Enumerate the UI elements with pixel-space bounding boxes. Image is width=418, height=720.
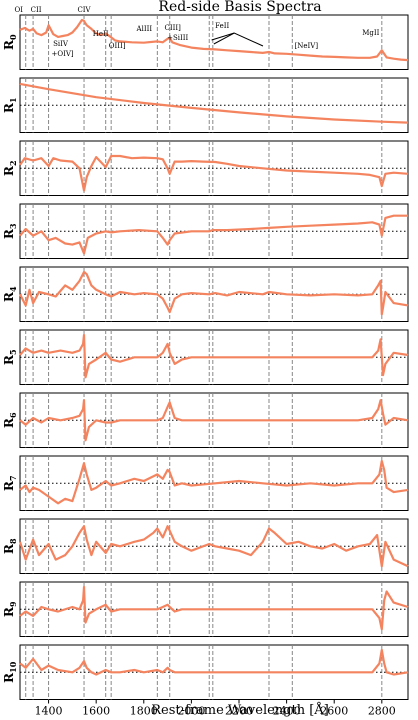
x-tick-label: 2800: [368, 705, 396, 718]
spectrum-line: [19, 270, 409, 316]
panel-r7: R7: [2, 455, 409, 511]
chart-title: Red-side Basis Spectra: [158, 0, 321, 15]
panel-frame: [19, 77, 409, 133]
x-tick-label: 1800: [130, 705, 158, 718]
emission-line-label: OIII]: [109, 42, 126, 50]
feii-bracket-arm: [211, 32, 235, 41]
x-tick-label: 1600: [82, 705, 110, 718]
emission-line-label: AlIII: [136, 25, 153, 33]
panel-r6: R6: [2, 392, 409, 448]
spectrum-line: [19, 585, 409, 631]
panel-r4: R4: [2, 266, 409, 322]
emission-line-label: FeII: [215, 22, 229, 30]
panel-label: R4: [2, 286, 18, 302]
panel-label: R5: [2, 349, 18, 365]
spectrum-line: [19, 82, 409, 124]
panel-label: R10: [2, 661, 18, 683]
spectrum-line: [19, 18, 409, 62]
panel-r2: R2: [2, 140, 409, 196]
emission-line-label: HeII: [93, 30, 109, 38]
panel-label: R2: [2, 160, 18, 176]
x-axis-label: Rest-frame Wavelength [Å]: [151, 702, 329, 718]
panel-r0: R0: [2, 14, 409, 70]
panel-label: R6: [2, 412, 18, 428]
spectrum-line: [19, 214, 408, 255]
panel-r1: R1: [2, 77, 409, 133]
panel-label-subscript: 9: [8, 601, 18, 607]
panel-label-subscript: 0: [8, 34, 18, 40]
panel-label: R7: [2, 475, 18, 491]
spectrum-line: [19, 648, 409, 676]
panel-label-subscript: 1: [8, 97, 18, 103]
panel-label: R1: [2, 97, 18, 113]
x-tick-label: 1400: [35, 705, 63, 718]
panel-frame: [19, 203, 409, 259]
emission-line-label: CII: [31, 6, 42, 14]
spectrum-line: [18, 525, 409, 568]
feii-bracket: [213, 32, 264, 47]
spectra-panels: R0 R1 R2 R3 R4 R5 R6 R7 R8 R9 R10: [2, 14, 409, 700]
panel-label: R9: [2, 601, 18, 617]
x-tick-label: 2000: [177, 705, 205, 718]
panel-label: R3: [2, 223, 18, 239]
panel-label-subscript: 3: [8, 223, 18, 229]
panel-label-subscript: 6: [8, 412, 18, 418]
emission-line-label: MgII: [362, 29, 379, 37]
panel-r8: R8: [2, 518, 409, 574]
emission-line-label: CIII]: [165, 24, 182, 32]
panel-label-subscript: 10: [8, 661, 18, 673]
x-tick-label: 2400: [273, 705, 301, 718]
spectrum-line: [19, 154, 409, 192]
panel-label-subscript: 8: [8, 538, 18, 544]
panel-label: R0: [2, 34, 18, 50]
emission-line-label: CIV: [77, 6, 91, 14]
spectrum-line: [19, 459, 409, 505]
panel-label-subscript: 2: [8, 160, 18, 166]
spectrum-line: [19, 333, 409, 379]
panel-r5: R5: [2, 329, 409, 385]
spectrum-line: [19, 399, 409, 442]
emission-line-label: OI: [14, 6, 23, 14]
panel-r3: R3: [2, 203, 409, 259]
emission-line-label: SiIV: [53, 40, 69, 48]
panel-label: R8: [2, 538, 18, 554]
x-tick-label: 2600: [320, 705, 348, 718]
panel-label-subscript: 5: [8, 349, 18, 355]
emission-line-label: [NeIV]: [295, 42, 319, 50]
x-axis: 1400 1600 1800 2000 2200 2400 2600 2800: [35, 699, 396, 718]
panel-label-subscript: 4: [8, 286, 18, 292]
panel-frame: [19, 14, 409, 70]
x-tick-label: 2200: [225, 705, 253, 718]
panel-r10: R10: [2, 644, 409, 700]
panel-r9: R9: [2, 581, 409, 637]
emission-line-label: +OIV]: [51, 50, 73, 58]
emission-line-label: +SiIII: [167, 34, 188, 42]
panel-label-subscript: 7: [8, 475, 18, 481]
